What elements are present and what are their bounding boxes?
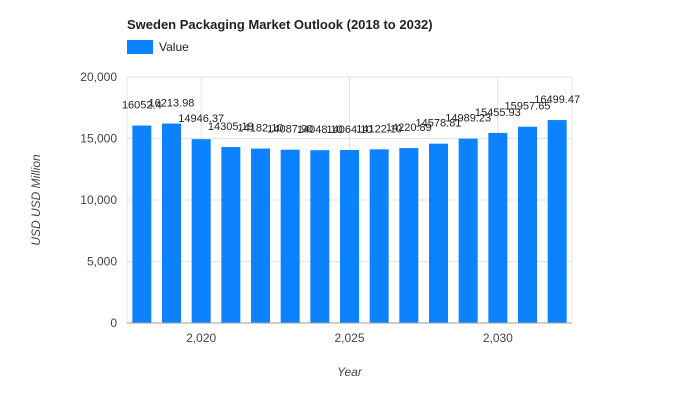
bar xyxy=(280,149,300,323)
data-label: 14220.89 xyxy=(386,122,432,134)
data-label: 14064.10 xyxy=(327,124,373,136)
y-tick-label: 5,000 xyxy=(87,255,117,269)
legend: Value xyxy=(127,40,189,54)
data-label: 14087.90 xyxy=(267,124,313,136)
y-axis-title: USD USD Million xyxy=(29,154,43,246)
chart-title: Sweden Packaging Market Outlook (2018 to… xyxy=(127,17,433,32)
data-label: 14048.10 xyxy=(297,124,343,136)
bar xyxy=(399,148,419,323)
x-tick-label: 2,020 xyxy=(186,331,216,345)
data-label: 16499.47 xyxy=(534,94,580,106)
x-tick-label: 2,025 xyxy=(334,331,364,345)
data-label: 14305.19 xyxy=(208,121,254,133)
data-label: 14578.81 xyxy=(416,118,462,130)
y-tick-label: 0 xyxy=(110,316,117,330)
bar xyxy=(369,149,389,323)
bar xyxy=(547,120,567,323)
data-label: 15455.93 xyxy=(475,107,521,119)
x-tick-label: 2,030 xyxy=(483,331,513,345)
bar xyxy=(429,143,448,323)
data-label: 14946.37 xyxy=(178,113,224,125)
bar xyxy=(221,147,241,323)
bar xyxy=(488,132,508,323)
data-label: 14122.10 xyxy=(356,123,402,135)
y-tick-label: 15,000 xyxy=(80,132,117,146)
data-label: 14989.23 xyxy=(445,113,491,125)
data-label: 14182.10 xyxy=(238,123,284,135)
data-label: 16213.98 xyxy=(149,98,195,110)
data-label: 15957.65 xyxy=(505,101,551,113)
y-tick-label: 10,000 xyxy=(80,193,117,207)
legend-label-value: Value xyxy=(159,40,189,54)
bar xyxy=(132,125,152,323)
x-axis-title: Year xyxy=(337,365,363,379)
bar xyxy=(310,150,330,323)
bar xyxy=(458,138,478,323)
bar xyxy=(340,150,359,323)
bar xyxy=(251,148,270,323)
y-tick-label: 20,000 xyxy=(80,70,117,84)
legend-swatch-value xyxy=(127,40,153,54)
bar xyxy=(162,123,181,323)
bar xyxy=(518,126,537,323)
data-label: 16052.4 xyxy=(122,100,162,112)
bar xyxy=(191,139,211,323)
